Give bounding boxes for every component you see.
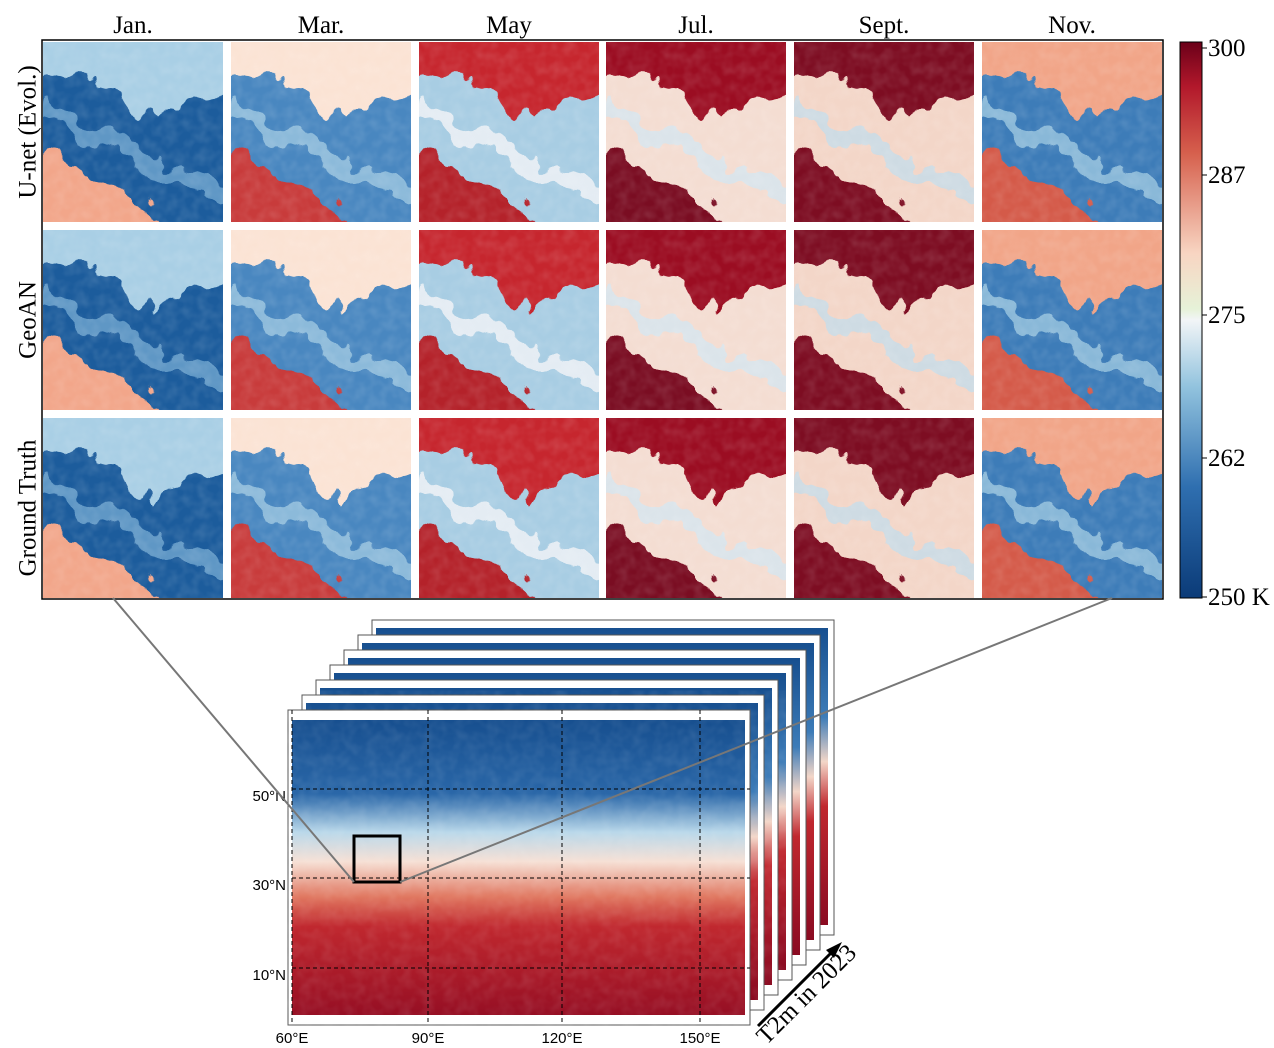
- colorbar: [1179, 41, 1203, 599]
- arrow-head: [826, 942, 842, 958]
- grain: [231, 230, 411, 410]
- column-label: Jul.: [678, 12, 713, 39]
- heatmap-panel: [231, 230, 411, 410]
- grain: [419, 418, 599, 598]
- grain: [419, 42, 599, 222]
- grain: [982, 230, 1162, 410]
- colorbar-label: 287: [1208, 162, 1246, 189]
- heatmap-panel: [606, 230, 786, 410]
- colorbar-label: 262: [1208, 445, 1246, 472]
- grain: [794, 418, 974, 598]
- grain: [43, 42, 223, 222]
- column-label: Nov.: [1048, 12, 1096, 39]
- heatmap-panel: [419, 418, 599, 598]
- zoom-line: [399, 597, 1113, 883]
- focus-box: [352, 834, 402, 884]
- lon-label: 90°E: [412, 1030, 445, 1047]
- heatmap-panel: [982, 230, 1162, 410]
- heatmap-panel: [794, 42, 974, 222]
- heatmap-panel: [231, 418, 411, 598]
- column-label: May: [486, 12, 532, 39]
- lon-label: 120°E: [541, 1030, 582, 1047]
- grain: [982, 418, 1162, 598]
- heatmap-panel: [43, 418, 223, 598]
- heatmap-panel: [43, 230, 223, 410]
- grain: [794, 230, 974, 410]
- map-grain: [292, 720, 745, 1015]
- heatmap-panel: [43, 42, 223, 222]
- grain: [231, 42, 411, 222]
- heatmap-panel: [794, 230, 974, 410]
- heatmap-panel: [982, 418, 1162, 598]
- colorbar-label: 250 K: [1208, 584, 1270, 611]
- colorbar-label: 300: [1208, 35, 1246, 62]
- column-label: Jan.: [113, 12, 153, 39]
- heatmap-panel: [419, 230, 599, 410]
- panel-grid: [43, 42, 1162, 598]
- heatmap-panel: [419, 42, 599, 222]
- row-label: GeoAN: [15, 281, 42, 359]
- grain: [982, 42, 1162, 222]
- map-stack: 50°N30°N10°N60°E 90°E 120°E 150°E: [252, 619, 835, 1047]
- lat-label: 10°N: [252, 967, 286, 984]
- grain: [231, 418, 411, 598]
- heatmap-panel: [606, 42, 786, 222]
- colorbar-label: 275: [1208, 302, 1246, 329]
- heatmap-panel: [606, 418, 786, 598]
- zoom-line: [112, 597, 355, 883]
- row-label: Ground Truth: [15, 439, 42, 576]
- grain: [606, 42, 786, 222]
- lat-label: 30°N: [252, 877, 286, 894]
- grain: [606, 418, 786, 598]
- row-label: U-net (Evol.): [15, 65, 42, 198]
- grain: [43, 418, 223, 598]
- column-label: Sept.: [859, 12, 910, 39]
- column-label: Mar.: [298, 12, 345, 39]
- grain: [794, 42, 974, 222]
- arrow: [756, 948, 836, 1028]
- heatmap-panel: [982, 42, 1162, 222]
- grid-frame: [41, 39, 1164, 600]
- lon-label: 150°E: [679, 1030, 720, 1047]
- heatmap-panel: [794, 418, 974, 598]
- lon-label: 60°E: [276, 1030, 309, 1047]
- grain: [43, 230, 223, 410]
- heatmap-panel: [231, 42, 411, 222]
- grain: [606, 230, 786, 410]
- grain: [419, 230, 599, 410]
